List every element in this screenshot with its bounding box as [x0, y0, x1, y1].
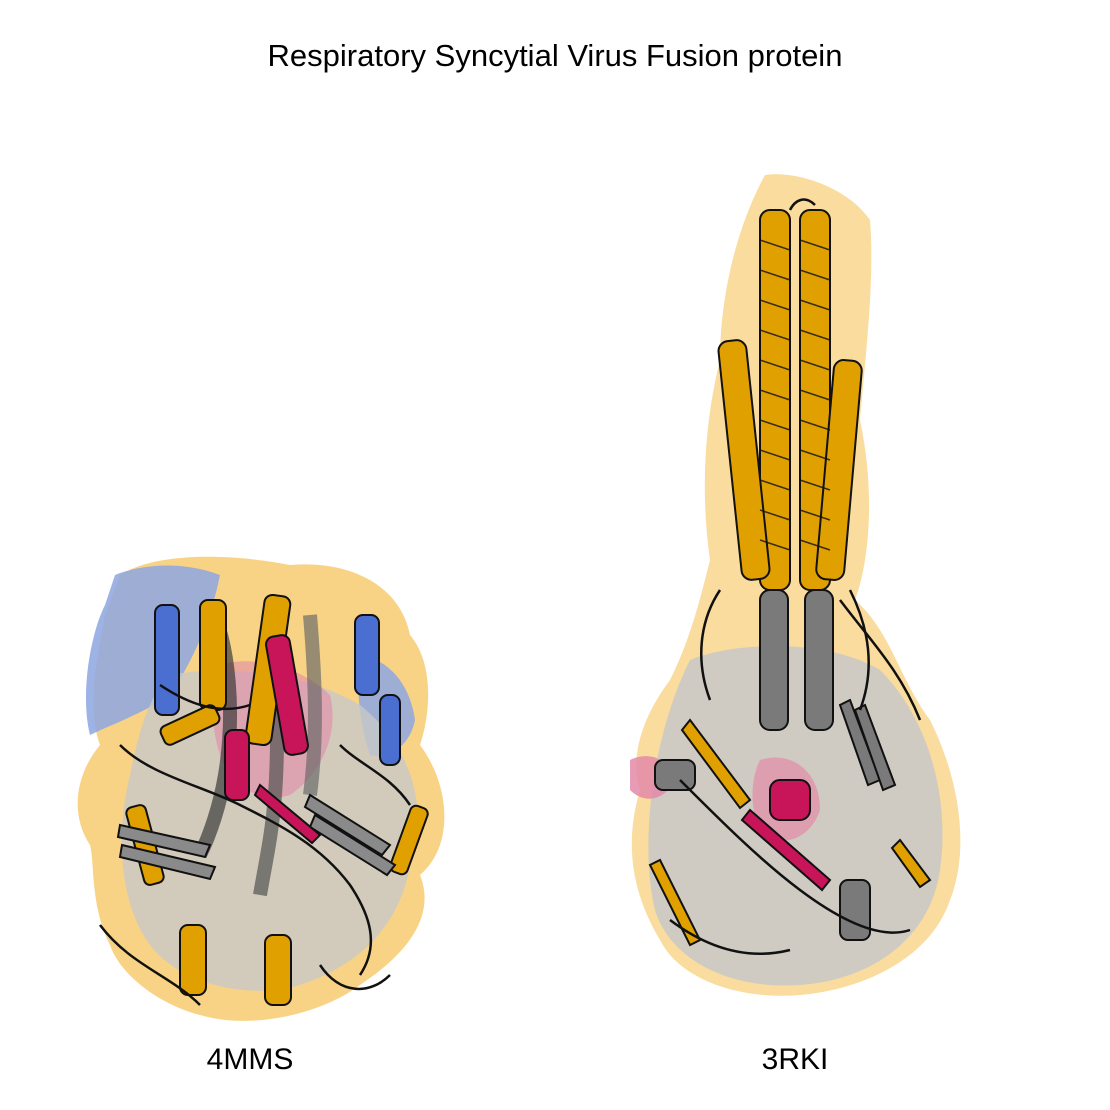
figure-title: Respiratory Syncytial Virus Fusion prote…	[267, 38, 843, 73]
structure-4mms	[60, 545, 480, 1035]
structure-3rki	[600, 160, 980, 1010]
protein-render-3rki	[630, 174, 961, 996]
sheets-4mms	[116, 783, 397, 881]
pdb-label-4mms: 4MMS	[206, 1043, 294, 1076]
surface-blue	[85, 565, 220, 735]
sheets-3rki	[648, 698, 932, 947]
protein-render-4mms	[77, 556, 445, 1021]
pdb-label-3rki: 3RKI	[761, 1043, 829, 1076]
helices-3rki	[654, 209, 871, 941]
